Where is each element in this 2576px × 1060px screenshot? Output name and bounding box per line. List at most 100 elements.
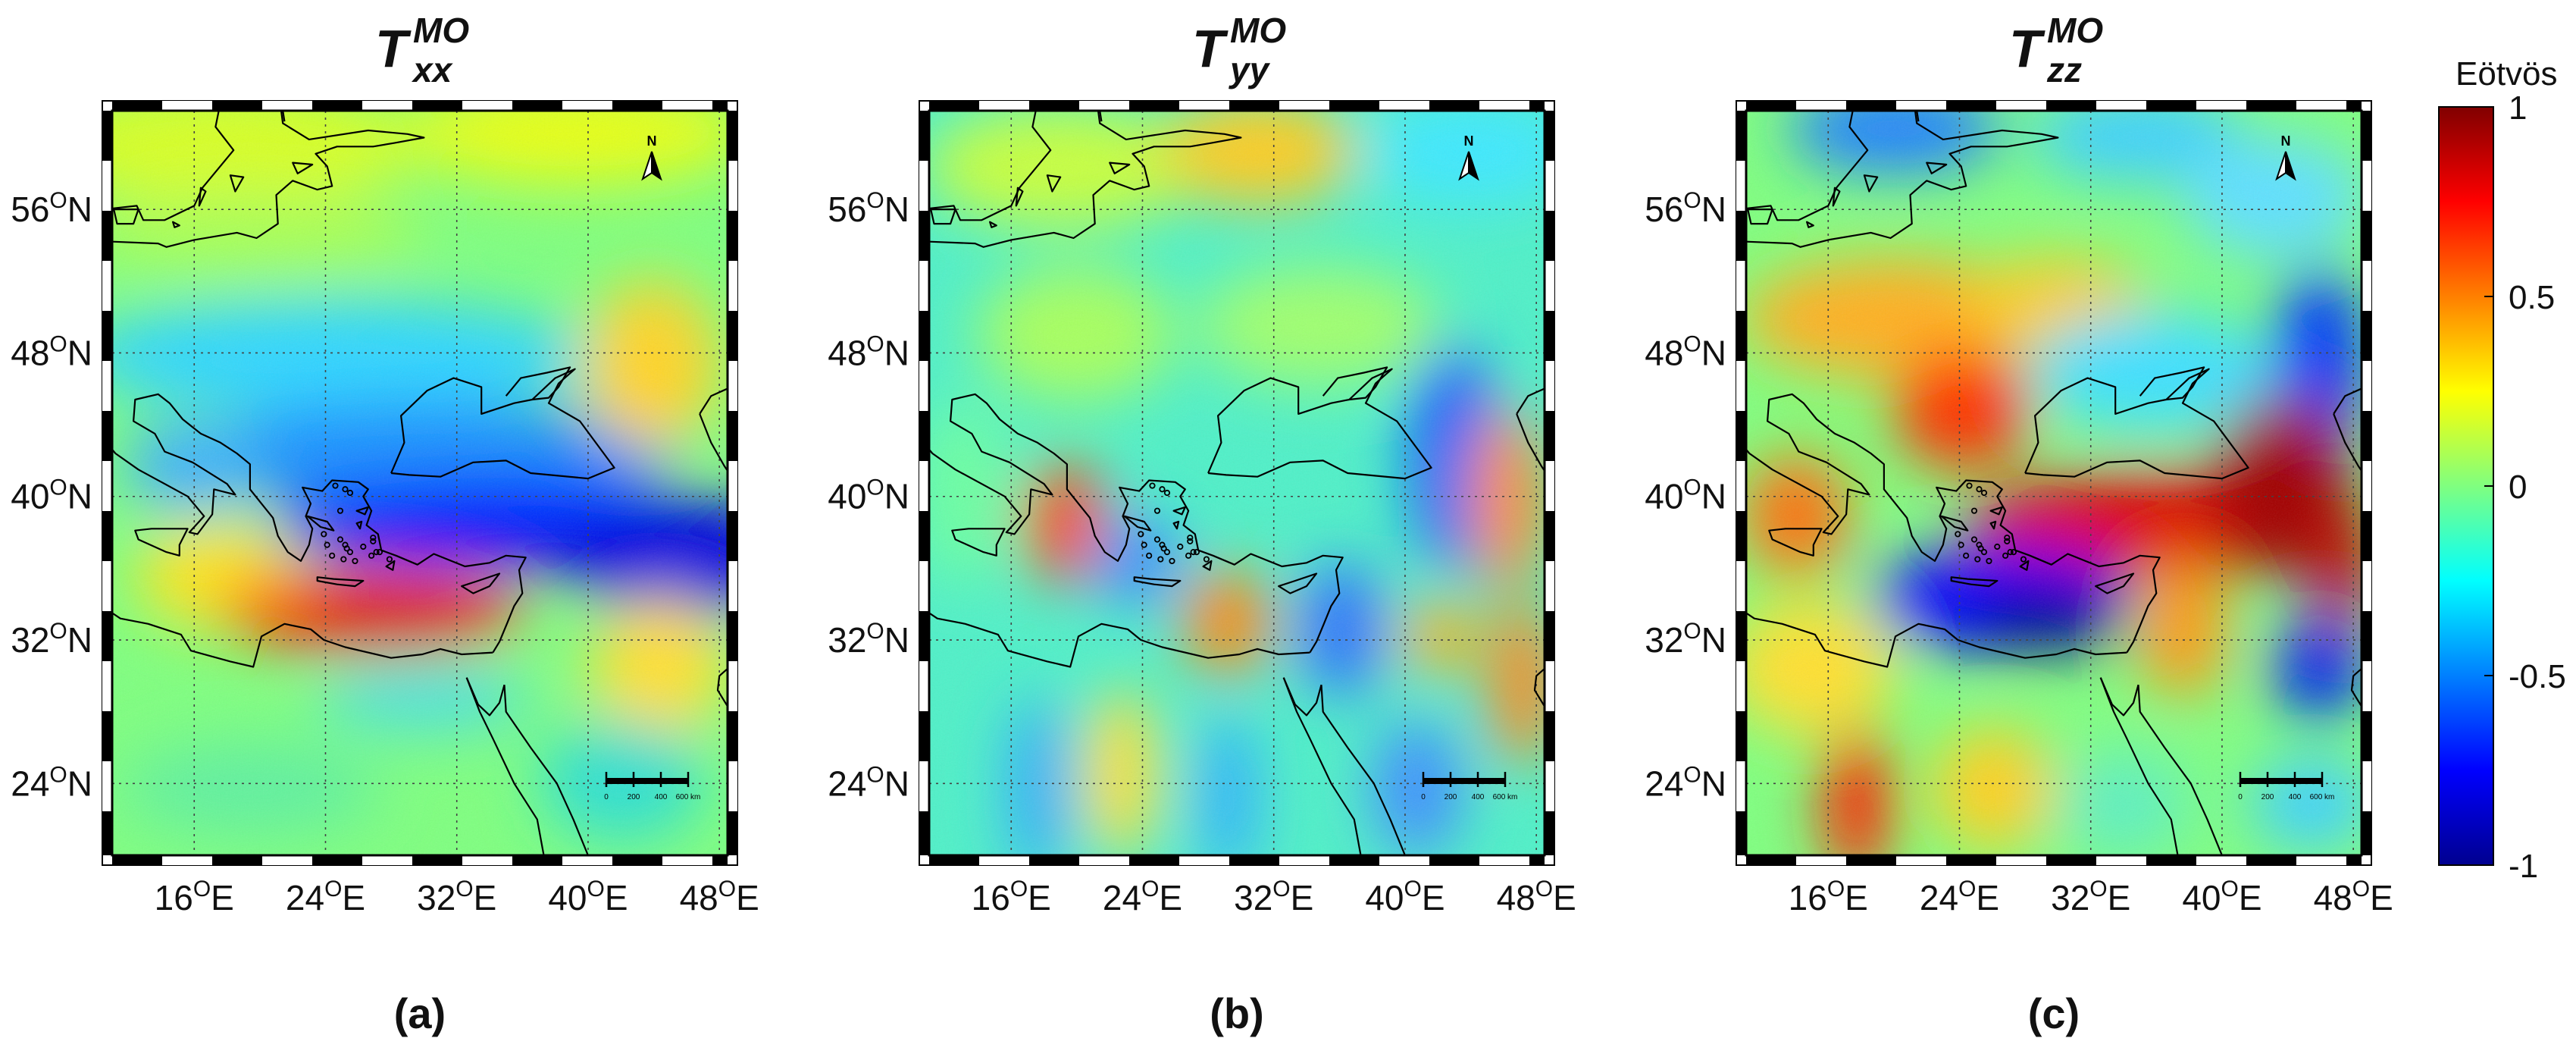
title-c: T MO zz	[2009, 11, 2103, 89]
coastline	[1746, 393, 2161, 654]
frame-segment	[2096, 101, 2146, 111]
lon-tick-label: 32OE	[417, 877, 496, 917]
frame-segment	[102, 811, 112, 855]
frame-segment	[728, 211, 737, 261]
frame-segment	[562, 101, 612, 111]
frame-segment	[512, 101, 562, 111]
island-outline	[1202, 560, 1213, 571]
frame-segment	[919, 461, 929, 511]
frame-segment	[1846, 855, 1896, 865]
frame-segment	[1946, 101, 1996, 111]
title-superscript: MO	[1230, 11, 1286, 50]
frame-segment	[1129, 101, 1179, 111]
frame-segment	[1736, 211, 1746, 261]
frame-segment	[2296, 101, 2346, 111]
frame-segment	[2196, 855, 2246, 865]
frame-segment	[1229, 855, 1279, 865]
frame-segment	[1736, 411, 1746, 461]
island-outline	[1172, 520, 1180, 530]
frame-segment	[662, 101, 712, 111]
panel-c: T MO zz	[1746, 11, 2362, 855]
island-outline	[2095, 572, 2135, 594]
frame-segment	[1429, 855, 1479, 865]
frame-segment	[1545, 461, 1554, 511]
frame-segment	[1079, 101, 1129, 111]
frame-segment	[1545, 311, 1554, 361]
frame-segment	[1029, 855, 1079, 865]
islet	[1163, 489, 1171, 497]
frame-segment	[1736, 561, 1746, 611]
frame-segment	[728, 261, 737, 311]
coastline	[112, 393, 527, 654]
frame-segment	[102, 711, 112, 761]
title-base: T	[2009, 19, 2045, 78]
coastline	[1746, 111, 1869, 221]
frame-segment	[728, 761, 737, 811]
coastline	[465, 677, 545, 855]
lat-tick-label: 24ON	[11, 762, 92, 803]
islet	[340, 556, 347, 563]
islet	[1177, 543, 1184, 550]
coastline	[929, 393, 1344, 654]
frame-segment	[102, 411, 112, 461]
scale-bar-body	[2240, 778, 2322, 784]
island-outline	[1940, 515, 1969, 532]
frame-segment	[919, 361, 929, 411]
island-outline	[1989, 520, 1997, 530]
frame-segment	[919, 811, 929, 855]
island-outline	[73, 443, 88, 472]
island-outline	[1832, 187, 1841, 207]
panel-a: T MO xx	[112, 11, 728, 855]
lat-tick-label: 48ON	[11, 331, 92, 372]
frame-segment	[919, 611, 929, 661]
frame-segment	[919, 661, 929, 711]
frame-segment	[1846, 101, 1896, 111]
coastline	[929, 549, 1310, 668]
coastline	[2137, 685, 2223, 855]
islet	[1138, 531, 1144, 538]
islet	[342, 486, 349, 493]
frame-segment	[1996, 855, 2046, 865]
panel-label-c: (c)	[2028, 989, 2080, 1037]
islet	[2004, 535, 2011, 541]
island-outline	[1926, 162, 1948, 174]
frame-segment	[1545, 811, 1554, 855]
islet	[1980, 549, 1988, 556]
island-outline	[930, 209, 956, 225]
coastline	[1282, 677, 1322, 717]
islet	[1187, 538, 1194, 545]
island-outline	[890, 443, 905, 472]
colorbar-ticks: 1 0.5 0 -0.5 -1	[2484, 89, 2566, 885]
islet	[1153, 507, 1161, 514]
lat-tick-label: 32ON	[1645, 619, 1726, 660]
frame-segment	[1545, 111, 1554, 161]
islet	[1980, 489, 1988, 497]
island-outline	[1707, 443, 1722, 472]
lon-tick-label: 24OE	[286, 877, 365, 917]
scale-bar-body	[606, 778, 688, 784]
frame-segment	[1229, 101, 1279, 111]
islet	[1185, 552, 1192, 559]
islet	[2007, 549, 2014, 556]
lon-tick-label: 16OE	[155, 877, 234, 917]
frame-segment	[512, 855, 562, 865]
frame-segment	[728, 511, 737, 561]
frame-segment	[102, 361, 112, 411]
frame-segment	[919, 311, 929, 361]
frame-segment	[712, 855, 728, 865]
islet	[2010, 549, 2017, 556]
scale-bar: 0 200 400 600 km	[604, 772, 700, 801]
islet	[1149, 482, 1156, 489]
frame-segment	[102, 311, 112, 361]
scale-bar: 0 200 400 600 km	[2238, 772, 2334, 801]
scale-label: 200	[628, 793, 640, 801]
islet	[1153, 536, 1161, 543]
heatmap-c	[1746, 111, 2362, 855]
lat-tick-label: 40ON	[828, 475, 909, 516]
frame-segment	[919, 511, 929, 561]
islet	[352, 557, 358, 565]
frame-inner	[111, 109, 729, 857]
island-outline	[229, 174, 245, 193]
lon-tick-label: 32OE	[2051, 877, 2130, 917]
